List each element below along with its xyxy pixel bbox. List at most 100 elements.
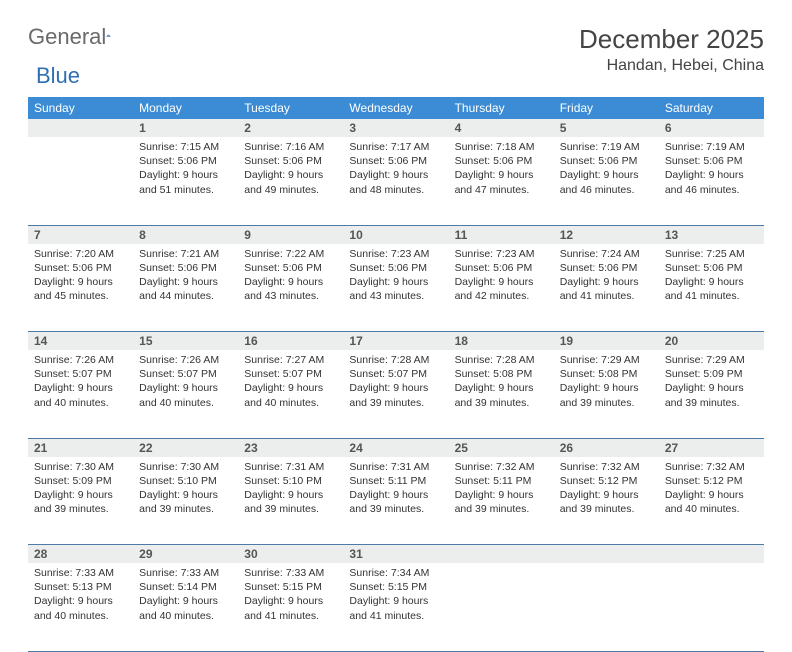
day-details: Sunrise: 7:30 AMSunset: 5:10 PMDaylight:… xyxy=(133,457,238,523)
day-header: Tuesday xyxy=(238,97,343,119)
calendar-cell: Sunrise: 7:31 AMSunset: 5:10 PMDaylight:… xyxy=(238,457,343,545)
calendar-cell-header: 3 xyxy=(343,119,448,137)
calendar-cell-header: 8 xyxy=(133,225,238,244)
day-number: 29 xyxy=(133,545,238,563)
day-details: Sunrise: 7:29 AMSunset: 5:08 PMDaylight:… xyxy=(554,350,659,416)
calendar-cell-header: 7 xyxy=(28,225,133,244)
empty-day-header xyxy=(659,545,764,563)
calendar-cell: Sunrise: 7:29 AMSunset: 5:09 PMDaylight:… xyxy=(659,350,764,438)
calendar-cell: Sunrise: 7:32 AMSunset: 5:12 PMDaylight:… xyxy=(554,457,659,545)
calendar-cell xyxy=(28,137,133,225)
calendar-cell-header: 11 xyxy=(449,225,554,244)
day-number: 10 xyxy=(343,226,448,244)
calendar-cell xyxy=(554,563,659,651)
day-number: 1 xyxy=(133,119,238,137)
day-number: 3 xyxy=(343,119,448,137)
day-number: 8 xyxy=(133,226,238,244)
calendar-cell-header: 17 xyxy=(343,332,448,351)
day-header-row: SundayMondayTuesdayWednesdayThursdayFrid… xyxy=(28,97,764,119)
day-number: 9 xyxy=(238,226,343,244)
calendar-cell: Sunrise: 7:20 AMSunset: 5:06 PMDaylight:… xyxy=(28,244,133,332)
day-number: 19 xyxy=(554,332,659,350)
day-details: Sunrise: 7:23 AMSunset: 5:06 PMDaylight:… xyxy=(449,244,554,310)
calendar-cell: Sunrise: 7:23 AMSunset: 5:06 PMDaylight:… xyxy=(449,244,554,332)
calendar-cell-header xyxy=(554,545,659,564)
day-number: 21 xyxy=(28,439,133,457)
day-details: Sunrise: 7:32 AMSunset: 5:12 PMDaylight:… xyxy=(554,457,659,523)
calendar-cell-header: 27 xyxy=(659,438,764,457)
calendar-cell-header: 1 xyxy=(133,119,238,137)
calendar-cell-header: 16 xyxy=(238,332,343,351)
calendar-cell-header: 30 xyxy=(238,545,343,564)
day-details: Sunrise: 7:32 AMSunset: 5:12 PMDaylight:… xyxy=(659,457,764,523)
day-header: Monday xyxy=(133,97,238,119)
logo-icon xyxy=(106,25,111,45)
calendar-cell: Sunrise: 7:30 AMSunset: 5:09 PMDaylight:… xyxy=(28,457,133,545)
day-details: Sunrise: 7:28 AMSunset: 5:07 PMDaylight:… xyxy=(343,350,448,416)
day-number: 30 xyxy=(238,545,343,563)
calendar-cell: Sunrise: 7:26 AMSunset: 5:07 PMDaylight:… xyxy=(133,350,238,438)
day-number: 13 xyxy=(659,226,764,244)
day-header: Sunday xyxy=(28,97,133,119)
calendar-cell: Sunrise: 7:28 AMSunset: 5:07 PMDaylight:… xyxy=(343,350,448,438)
day-number: 26 xyxy=(554,439,659,457)
calendar-cell: Sunrise: 7:29 AMSunset: 5:08 PMDaylight:… xyxy=(554,350,659,438)
calendar-cell: Sunrise: 7:22 AMSunset: 5:06 PMDaylight:… xyxy=(238,244,343,332)
calendar-cell: Sunrise: 7:19 AMSunset: 5:06 PMDaylight:… xyxy=(554,137,659,225)
calendar-cell-header: 22 xyxy=(133,438,238,457)
calendar-cell-header: 24 xyxy=(343,438,448,457)
calendar-cell: Sunrise: 7:31 AMSunset: 5:11 PMDaylight:… xyxy=(343,457,448,545)
day-details: Sunrise: 7:27 AMSunset: 5:07 PMDaylight:… xyxy=(238,350,343,416)
day-details: Sunrise: 7:24 AMSunset: 5:06 PMDaylight:… xyxy=(554,244,659,310)
calendar-cell-header: 12 xyxy=(554,225,659,244)
day-number: 22 xyxy=(133,439,238,457)
day-details: Sunrise: 7:19 AMSunset: 5:06 PMDaylight:… xyxy=(659,137,764,203)
day-details: Sunrise: 7:26 AMSunset: 5:07 PMDaylight:… xyxy=(133,350,238,416)
calendar-cell-header: 14 xyxy=(28,332,133,351)
calendar-table: SundayMondayTuesdayWednesdayThursdayFrid… xyxy=(28,97,764,652)
day-details: Sunrise: 7:21 AMSunset: 5:06 PMDaylight:… xyxy=(133,244,238,310)
day-number: 20 xyxy=(659,332,764,350)
day-details: Sunrise: 7:25 AMSunset: 5:06 PMDaylight:… xyxy=(659,244,764,310)
logo-text-1: General xyxy=(28,24,106,50)
day-details: Sunrise: 7:22 AMSunset: 5:06 PMDaylight:… xyxy=(238,244,343,310)
calendar-cell: Sunrise: 7:18 AMSunset: 5:06 PMDaylight:… xyxy=(449,137,554,225)
day-details: Sunrise: 7:33 AMSunset: 5:13 PMDaylight:… xyxy=(28,563,133,629)
calendar-cell: Sunrise: 7:32 AMSunset: 5:11 PMDaylight:… xyxy=(449,457,554,545)
day-number: 25 xyxy=(449,439,554,457)
day-number: 11 xyxy=(449,226,554,244)
day-number: 31 xyxy=(343,545,448,563)
day-details: Sunrise: 7:29 AMSunset: 5:09 PMDaylight:… xyxy=(659,350,764,416)
calendar-cell-header: 26 xyxy=(554,438,659,457)
logo: General xyxy=(28,24,134,50)
day-number: 28 xyxy=(28,545,133,563)
calendar-cell-header: 6 xyxy=(659,119,764,137)
calendar-cell: Sunrise: 7:26 AMSunset: 5:07 PMDaylight:… xyxy=(28,350,133,438)
day-number: 4 xyxy=(449,119,554,137)
day-number: 7 xyxy=(28,226,133,244)
day-header: Thursday xyxy=(449,97,554,119)
day-details: Sunrise: 7:34 AMSunset: 5:15 PMDaylight:… xyxy=(343,563,448,629)
calendar-cell-header: 15 xyxy=(133,332,238,351)
day-number: 12 xyxy=(554,226,659,244)
calendar-cell-header: 18 xyxy=(449,332,554,351)
page-title: December 2025 xyxy=(579,24,764,55)
calendar-cell-header: 25 xyxy=(449,438,554,457)
day-details: Sunrise: 7:32 AMSunset: 5:11 PMDaylight:… xyxy=(449,457,554,523)
day-number: 17 xyxy=(343,332,448,350)
calendar-cell-header: 28 xyxy=(28,545,133,564)
calendar-cell: Sunrise: 7:27 AMSunset: 5:07 PMDaylight:… xyxy=(238,350,343,438)
calendar-cell: Sunrise: 7:30 AMSunset: 5:10 PMDaylight:… xyxy=(133,457,238,545)
calendar-cell-header: 4 xyxy=(449,119,554,137)
day-details: Sunrise: 7:15 AMSunset: 5:06 PMDaylight:… xyxy=(133,137,238,203)
day-details: Sunrise: 7:16 AMSunset: 5:06 PMDaylight:… xyxy=(238,137,343,203)
empty-day-header xyxy=(449,545,554,563)
calendar-cell-header: 31 xyxy=(343,545,448,564)
calendar-cell-header xyxy=(659,545,764,564)
calendar-cell: Sunrise: 7:23 AMSunset: 5:06 PMDaylight:… xyxy=(343,244,448,332)
day-details: Sunrise: 7:33 AMSunset: 5:14 PMDaylight:… xyxy=(133,563,238,629)
calendar-cell: Sunrise: 7:25 AMSunset: 5:06 PMDaylight:… xyxy=(659,244,764,332)
day-number: 6 xyxy=(659,119,764,137)
calendar-cell: Sunrise: 7:19 AMSunset: 5:06 PMDaylight:… xyxy=(659,137,764,225)
empty-day-header xyxy=(554,545,659,563)
